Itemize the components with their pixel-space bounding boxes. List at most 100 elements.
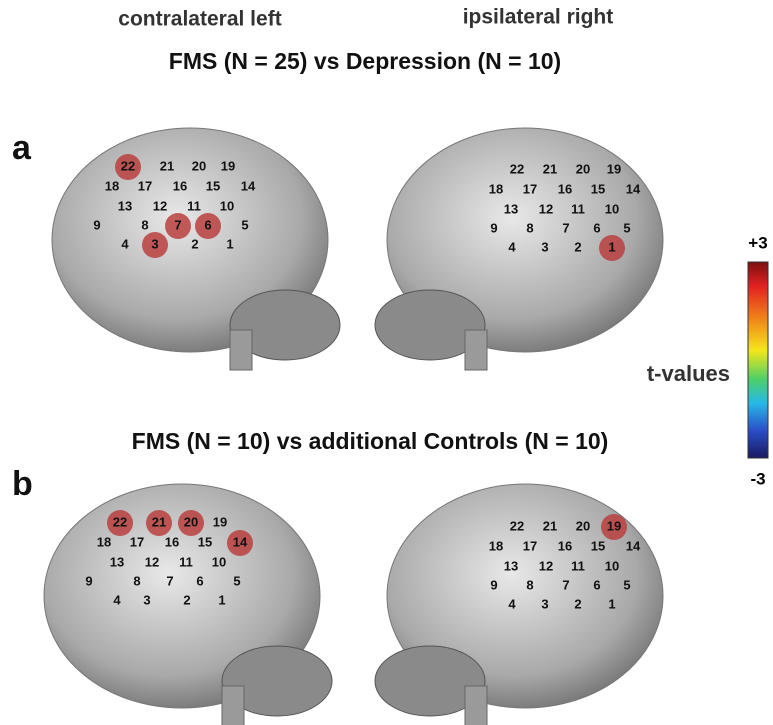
channel-label: 17 bbox=[523, 181, 537, 196]
channel-label: 1 bbox=[608, 239, 615, 254]
channel-label: 22 bbox=[510, 161, 524, 176]
channel-label: 9 bbox=[490, 220, 497, 235]
channel-label: 20 bbox=[184, 514, 198, 529]
channel-label: 15 bbox=[198, 534, 212, 549]
channel-label: 13 bbox=[504, 201, 518, 216]
channel-label: 5 bbox=[623, 220, 630, 235]
channel-label: 20 bbox=[576, 518, 590, 533]
channel-label: 13 bbox=[118, 198, 132, 213]
brainstem bbox=[465, 686, 487, 725]
channel-label: 21 bbox=[543, 161, 557, 176]
panel-letter: a bbox=[12, 129, 32, 167]
channel-label: 21 bbox=[152, 514, 166, 529]
channel-label: 12 bbox=[539, 558, 553, 573]
channel-label: 18 bbox=[489, 538, 503, 553]
channel-label: 2 bbox=[574, 596, 581, 611]
channel-label: 21 bbox=[543, 518, 557, 533]
channel-label: 17 bbox=[138, 178, 152, 193]
brainstem bbox=[465, 330, 487, 370]
channel-label: 4 bbox=[113, 592, 121, 607]
channel-label: 6 bbox=[204, 217, 211, 232]
channel-label: 22 bbox=[121, 158, 135, 173]
channel-label: 2 bbox=[574, 239, 581, 254]
channel-label: 7 bbox=[174, 217, 181, 232]
channel-label: 11 bbox=[187, 198, 201, 213]
channel-label: 17 bbox=[130, 534, 144, 549]
channel-label: 19 bbox=[221, 158, 235, 173]
panel-title: FMS (N = 25) vs Depression (N = 10) bbox=[169, 48, 561, 74]
channel-label: 22 bbox=[510, 518, 524, 533]
channel-label: 14 bbox=[241, 178, 256, 193]
channel-label: 9 bbox=[85, 573, 92, 588]
channel-label: 19 bbox=[213, 514, 227, 529]
channel-label: 21 bbox=[160, 158, 174, 173]
figure: contralateral left ipsilateral right FMS… bbox=[0, 0, 773, 725]
brains bbox=[44, 128, 663, 725]
channel-label: 19 bbox=[607, 161, 621, 176]
channel-label: 11 bbox=[571, 201, 585, 216]
channel-label: 19 bbox=[607, 518, 621, 533]
brainstem bbox=[230, 330, 252, 370]
channel-label: 15 bbox=[591, 181, 605, 196]
channel-label: 4 bbox=[508, 239, 516, 254]
channel-label: 18 bbox=[97, 534, 111, 549]
channel-label: 2 bbox=[183, 592, 190, 607]
channel-label: 8 bbox=[141, 217, 148, 232]
channel-label: 3 bbox=[143, 592, 150, 607]
channel-label: 16 bbox=[558, 538, 572, 553]
channel-label: 13 bbox=[110, 554, 124, 569]
channel-label: 7 bbox=[562, 220, 569, 235]
channel-label: 9 bbox=[93, 217, 100, 232]
channel-label: 18 bbox=[105, 178, 119, 193]
channel-label: 1 bbox=[608, 596, 615, 611]
channel-label: 1 bbox=[218, 592, 225, 607]
brainstem bbox=[222, 686, 244, 725]
channel-label: 20 bbox=[192, 158, 206, 173]
channel-label: 16 bbox=[558, 181, 572, 196]
channel-label: 14 bbox=[626, 181, 641, 196]
panel-letter: b bbox=[12, 465, 33, 503]
channel-label: 22 bbox=[113, 514, 127, 529]
channel-label: 7 bbox=[562, 577, 569, 592]
colorbar-min: -3 bbox=[750, 469, 765, 488]
channel-label: 15 bbox=[591, 538, 605, 553]
channel-label: 14 bbox=[233, 534, 248, 549]
channel-label: 3 bbox=[541, 596, 548, 611]
channel-label: 2 bbox=[191, 236, 198, 251]
channel-label: 10 bbox=[605, 201, 619, 216]
channel-label: 4 bbox=[121, 236, 129, 251]
channel-label: 15 bbox=[206, 178, 220, 193]
channel-label: 10 bbox=[212, 554, 226, 569]
channel-label: 3 bbox=[151, 236, 158, 251]
right-label: ipsilateral right bbox=[463, 6, 614, 29]
channel-label: 16 bbox=[173, 178, 187, 193]
channel-label: 11 bbox=[179, 554, 193, 569]
channel-label: 5 bbox=[233, 573, 240, 588]
channel-label: 6 bbox=[593, 577, 600, 592]
channel-label: 5 bbox=[623, 577, 630, 592]
channel-label: 8 bbox=[133, 573, 140, 588]
channel-label: 12 bbox=[153, 198, 167, 213]
channel-label: 14 bbox=[626, 538, 641, 553]
channel-label: 12 bbox=[145, 554, 159, 569]
channel-label: 8 bbox=[526, 220, 533, 235]
channel-label: 9 bbox=[490, 577, 497, 592]
channel-label: 1 bbox=[226, 236, 233, 251]
channel-label: 11 bbox=[571, 558, 585, 573]
channel-label: 3 bbox=[541, 239, 548, 254]
channel-label: 12 bbox=[539, 201, 553, 216]
colorbar-max: +3 bbox=[748, 233, 767, 252]
channel-label: 7 bbox=[166, 573, 173, 588]
left-label: contralateral left bbox=[118, 8, 281, 31]
channel-label: 8 bbox=[526, 577, 533, 592]
channel-label: 18 bbox=[489, 181, 503, 196]
channel-label: 6 bbox=[593, 220, 600, 235]
colorbar-label: t-values bbox=[647, 361, 730, 386]
channel-label: 6 bbox=[196, 573, 203, 588]
channel-label: 5 bbox=[241, 217, 248, 232]
channel-label: 16 bbox=[165, 534, 179, 549]
channel-label: 10 bbox=[605, 558, 619, 573]
colorbar bbox=[748, 262, 768, 458]
panel-title: FMS (N = 10) vs additional Controls (N =… bbox=[132, 428, 609, 454]
channel-label: 20 bbox=[576, 161, 590, 176]
